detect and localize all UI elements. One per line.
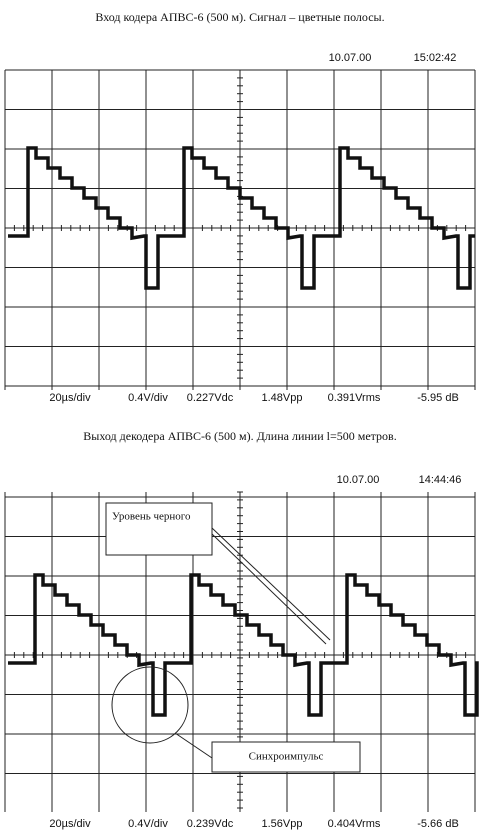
highlight-circle [112, 667, 188, 743]
readout: 20µs/div [49, 818, 91, 830]
readout: 1.48Vpp [262, 392, 303, 404]
readout: 0.4V/div [128, 392, 168, 404]
readout: -5.95 dB [417, 392, 459, 404]
annotation-line [212, 528, 330, 640]
readout: 0.391Vrms [328, 392, 381, 404]
annotation-line [175, 733, 215, 760]
caption: Выход декодера АПВС-6 (500 м). Длина лин… [83, 429, 396, 443]
document: Вход кодера АПВС-6 (500 м). Сигнал – цве… [0, 0, 480, 833]
readout: 0.404Vrms [328, 818, 381, 830]
readout: 1.56Vpp [262, 818, 303, 830]
annotation: Уровень черного [112, 511, 191, 523]
time: 14:44:46 [419, 474, 462, 486]
time: 15:02:42 [414, 52, 457, 64]
caption: Вход кодера АПВС-6 (500 м). Сигнал – цве… [95, 10, 384, 24]
readout: 0.239Vdc [187, 818, 234, 830]
readout: 20µs/div [49, 392, 91, 404]
readout: -5.66 dB [417, 818, 459, 830]
date: 10.07.00 [329, 52, 372, 64]
readout: 0.227Vdc [187, 392, 234, 404]
annotation-line [212, 534, 326, 644]
annotation: Синхроимпульс [249, 751, 324, 763]
date: 10.07.00 [337, 474, 380, 486]
readout: 0.4V/div [128, 818, 168, 830]
